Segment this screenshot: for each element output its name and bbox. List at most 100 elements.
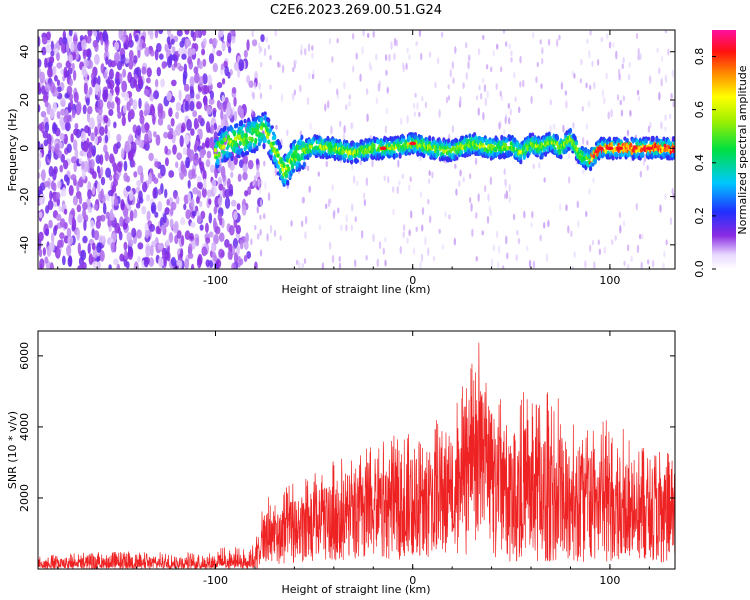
noise-speckle [424, 101, 428, 109]
noise-speckle [185, 156, 191, 169]
noise-speckle [540, 57, 544, 65]
noise-speckle [231, 246, 236, 256]
noise-speckle [444, 210, 447, 218]
noise-speckle [292, 67, 295, 73]
noise-speckle [363, 198, 367, 207]
noise-speckle [641, 233, 644, 240]
noise-speckle [100, 214, 106, 222]
noise-speckle [269, 55, 272, 61]
noise-speckle [39, 258, 45, 269]
signal-trace-cell [593, 158, 597, 165]
noise-speckle [337, 207, 340, 214]
noise-speckle [232, 238, 239, 249]
noise-speckle [78, 195, 83, 205]
noise-speckle [293, 89, 297, 96]
noise-speckle [526, 245, 529, 251]
noise-speckle [45, 31, 51, 41]
noise-speckle [221, 95, 225, 103]
noise-speckle [408, 54, 411, 61]
noise-speckle [44, 228, 50, 237]
noise-speckle [242, 171, 248, 181]
noise-speckle [637, 54, 640, 61]
noise-speckle [321, 262, 325, 269]
noise-speckle [127, 247, 134, 260]
noise-speckle [184, 100, 189, 112]
noise-speckle [149, 223, 156, 232]
signal-trace-cell [213, 147, 218, 153]
noise-speckle [582, 168, 585, 175]
noise-speckle [211, 179, 217, 188]
noise-speckle [224, 197, 231, 209]
noise-speckle [189, 149, 195, 162]
noise-speckle [57, 150, 63, 159]
noise-speckle [212, 110, 217, 118]
noise-speckle [383, 175, 386, 182]
noise-speckle [237, 69, 241, 78]
noise-speckle [41, 36, 48, 45]
noise-speckle [253, 82, 257, 90]
noise-speckle [144, 141, 150, 152]
signal-trace-cell [339, 154, 343, 161]
noise-speckle [60, 41, 67, 54]
noise-speckle [517, 237, 521, 245]
signal-trace-cell [299, 164, 303, 170]
noise-speckle [382, 247, 385, 255]
noise-speckle [83, 82, 88, 95]
noise-speckle [391, 186, 395, 193]
noise-speckle [136, 229, 142, 239]
noise-speckle [78, 178, 84, 188]
noise-speckle [462, 82, 465, 90]
noise-speckle [139, 114, 145, 125]
snr-frame [37, 330, 676, 570]
noise-speckle [217, 102, 224, 111]
noise-speckle [304, 215, 308, 225]
noise-speckle [134, 34, 139, 42]
signal-trace-cell [235, 142, 239, 149]
noise-speckle [115, 77, 121, 87]
noise-speckle [74, 122, 79, 129]
noise-speckle [88, 86, 93, 96]
signal-trace-cell [358, 151, 362, 157]
noise-speckle [567, 176, 571, 184]
noise-speckle [44, 100, 49, 108]
noise-speckle [48, 219, 53, 229]
signal-trace-cell [230, 155, 234, 162]
noise-speckle [176, 152, 183, 161]
noise-speckle [88, 253, 94, 266]
signal-trace-cell [504, 138, 509, 143]
noise-speckle [93, 30, 98, 38]
noise-speckle [500, 95, 503, 102]
noise-speckle [531, 31, 535, 39]
noise-speckle [496, 43, 499, 50]
noise-speckle [102, 30, 108, 42]
colorbar-label: Normalized spectral amplitude [736, 65, 749, 234]
noise-speckle [76, 204, 82, 213]
noise-speckle [247, 186, 252, 196]
noise-speckle [52, 65, 57, 76]
noise-speckle [111, 156, 116, 168]
noise-speckle [252, 91, 255, 100]
noise-speckle [228, 224, 235, 236]
noise-speckle [100, 166, 104, 177]
noise-speckle [593, 81, 596, 90]
noise-speckle [201, 187, 207, 198]
colorbar-ticks: 0.0 0.2 0.4 0.6 0.8 [693, 48, 716, 278]
noise-speckle [213, 234, 219, 245]
noise-speckle [622, 56, 625, 64]
noise-speckle [427, 178, 431, 184]
noise-speckle [111, 184, 117, 193]
noise-speckle [384, 259, 387, 267]
signal-trace-cell [625, 138, 629, 143]
noise-speckle [144, 133, 149, 145]
noise-speckle [269, 224, 273, 234]
noise-speckle [233, 210, 238, 221]
noise-speckle [141, 181, 148, 193]
noise-speckle [158, 30, 164, 35]
noise-speckle [375, 53, 378, 61]
signal-trace-cell [217, 153, 221, 157]
noise-speckle [665, 239, 668, 246]
snr-axes: -100 0 100 2000 4000 6000 [18, 331, 675, 587]
noise-speckle [504, 116, 507, 125]
noise-speckle [73, 161, 77, 173]
signal-trace-cell [667, 138, 671, 146]
